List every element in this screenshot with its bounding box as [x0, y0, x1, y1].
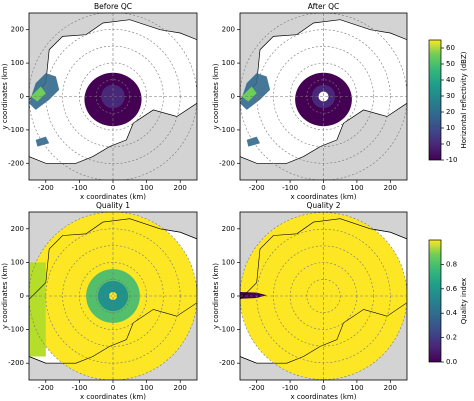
y-tick-label: -200	[219, 359, 235, 367]
map-panel: -200 -100 0 100 200 -200 -100 0 100 200 Quality 2 x…	[212, 201, 408, 401]
y-tick-label: -100	[219, 326, 235, 334]
x-axis-label: x coordinates (km)	[80, 393, 146, 401]
x-tick-label: 100	[350, 384, 363, 392]
y-tick-label: 100	[222, 59, 235, 67]
y-tick-label: -100	[219, 126, 235, 134]
x-tick-label: 0	[321, 184, 325, 192]
colorbar-gradient	[428, 239, 442, 363]
x-tick-label: 0	[111, 184, 115, 192]
x-tick-label: 200	[384, 184, 397, 192]
echo	[30, 86, 46, 102]
x-tick-label: -200	[249, 384, 265, 392]
chart-title: Quality 2	[307, 201, 341, 210]
y-axis-label: y coordinates (km)	[212, 263, 220, 329]
echo	[246, 136, 260, 147]
x-tick-label: -200	[249, 184, 265, 192]
map-field	[240, 13, 407, 180]
colorbar-tick-label: 50	[446, 60, 455, 68]
colorbar: -10 0 10 20 30 40 50 60 Horizontal reflectivity …	[428, 39, 468, 164]
y-tick-label: -100	[8, 126, 24, 134]
quality	[108, 291, 118, 301]
y-tick-label: -200	[8, 159, 24, 167]
y-tick-label: 0	[20, 93, 24, 101]
x-tick-label: -100	[282, 384, 298, 392]
y-tick-label: 200	[222, 26, 235, 34]
x-tick-label: 0	[321, 384, 325, 392]
x-tick-label: 100	[350, 184, 363, 192]
colorbar-tick-label: 60	[446, 44, 455, 52]
colorbar-tick-label: 0.6	[446, 285, 458, 293]
colorbar-tick-label: 0.0	[446, 358, 457, 366]
colorbar-label: Horizontal reflectivity (dBZ)	[460, 51, 468, 148]
y-tick-label: 0	[20, 292, 24, 300]
x-tick-label: -100	[282, 184, 298, 192]
range-ring	[273, 46, 374, 147]
x-tick-label: 100	[140, 384, 153, 392]
chart-title: Before QC	[94, 2, 132, 11]
colorbar-tick-label: 30	[446, 92, 455, 100]
y-tick-label: 100	[222, 258, 235, 266]
colorbar-tick-label: 0.2	[446, 334, 457, 342]
echo	[35, 136, 50, 147]
colorbar-tick-label: 10	[446, 124, 455, 132]
map-field	[29, 13, 197, 180]
colorbar-tick-label: 0.8	[446, 260, 457, 268]
y-tick-label: 200	[11, 26, 24, 34]
quality	[240, 292, 267, 299]
x-axis-label: x coordinates (km)	[291, 193, 357, 201]
colorbar: 0.0 0.2 0.4 0.6 0.8 Quality index	[428, 239, 468, 366]
x-tick-label: 200	[174, 384, 187, 392]
colorbar-gradient	[428, 39, 442, 161]
chart-title: Quality 1	[96, 201, 130, 210]
colorbar-label: Quality index	[460, 278, 468, 324]
range-ring	[62, 245, 164, 347]
y-axis-label: y coordinates (km)	[1, 63, 9, 129]
x-tick-label: 200	[384, 384, 397, 392]
y-tick-label: -100	[8, 326, 24, 334]
colorbar-tick-label: 40	[446, 76, 455, 84]
x-tick-label: 0	[111, 384, 115, 392]
quality	[240, 212, 407, 380]
y-tick-label: 200	[222, 225, 235, 233]
colorbar-tick-label: -10	[446, 156, 457, 164]
y-tick-label: -200	[8, 359, 24, 367]
map-field	[29, 212, 197, 380]
x-tick-label: -200	[38, 184, 54, 192]
x-tick-label: 200	[174, 184, 187, 192]
x-tick-label: -100	[71, 184, 87, 192]
x-tick-label: -200	[38, 384, 54, 392]
coast	[240, 218, 407, 364]
echo	[318, 91, 329, 102]
x-axis-label: x coordinates (km)	[291, 393, 357, 401]
y-axis-label: y coordinates (km)	[212, 63, 220, 129]
y-axis-label: y coordinates (km)	[1, 263, 9, 329]
y-tick-label: 200	[11, 225, 24, 233]
map-field	[240, 212, 407, 380]
chart-title: After QC	[308, 2, 340, 11]
x-tick-label: 100	[140, 184, 153, 192]
x-tick-label: -100	[71, 384, 87, 392]
echo	[241, 86, 257, 102]
y-tick-label: 100	[11, 59, 24, 67]
quality	[29, 262, 46, 357]
colorbar-tick-label: 0.4	[446, 309, 458, 317]
range-ring	[62, 45, 164, 148]
map-panel: -200 -100 0 100 200 -200 -100 0 100 200 Before QC x…	[1, 2, 198, 201]
colorbar-tick-label: 0	[446, 140, 450, 148]
x-axis-label: x coordinates (km)	[80, 193, 146, 201]
y-tick-label: 0	[231, 292, 235, 300]
y-tick-label: -200	[219, 159, 235, 167]
range-ring	[273, 245, 374, 347]
map-panel: -200 -100 0 100 200 -200 -100 0 100 200 After QC x …	[212, 2, 408, 201]
y-tick-label: 100	[11, 258, 24, 266]
echo	[101, 84, 125, 109]
y-tick-label: 0	[231, 93, 235, 101]
map-panel: -200 -100 0 100 200 -200 -100 0 100 200 Quality 1 x…	[1, 201, 198, 401]
colorbar-tick-label: 20	[446, 108, 455, 116]
coast	[29, 218, 197, 364]
